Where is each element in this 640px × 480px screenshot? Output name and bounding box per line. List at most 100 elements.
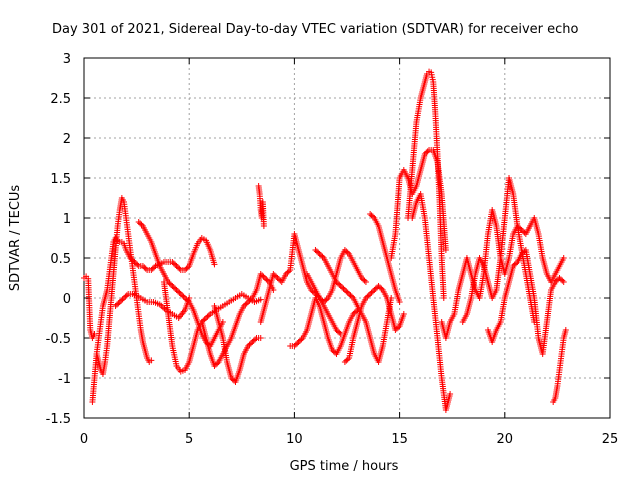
data-point [270, 271, 277, 277]
data-point [151, 264, 158, 271]
data-point [212, 361, 219, 368]
data-point [184, 264, 191, 271]
grid-lines [84, 58, 610, 418]
data-point [369, 288, 376, 295]
chart-title: Day 301 of 2021, Sidereal Day-to-day VTE… [52, 22, 579, 37]
series-arc-21 [484, 247, 567, 357]
data-point [179, 292, 186, 299]
data-point [333, 327, 340, 333]
data-point [123, 292, 130, 299]
data-point [343, 357, 350, 364]
y-tick-label: 3 [63, 52, 71, 67]
data-point [341, 287, 348, 293]
data-point [341, 247, 348, 253]
data-point [291, 343, 298, 349]
data-point [204, 313, 211, 320]
data-point [316, 295, 323, 301]
y-axis-tick-labels: -1.5 -1 -0.5 0 0.5 1 1.5 2 2.5 3 [46, 52, 71, 427]
data-point [510, 263, 517, 269]
x-tick-label: 10 [286, 432, 303, 447]
data-point [229, 376, 236, 383]
data-point [364, 293, 371, 300]
data-point [120, 295, 127, 301]
data-point [361, 277, 368, 284]
data-point [309, 288, 316, 295]
data-point [257, 296, 264, 303]
data-point [447, 391, 454, 397]
data-point [350, 311, 357, 317]
data-point [442, 247, 449, 253]
data-point [421, 151, 428, 157]
data-point [368, 289, 375, 296]
series-arc-12 [304, 247, 369, 305]
data-point [261, 275, 268, 281]
data-point [113, 301, 120, 308]
y-tick-label: -1 [58, 372, 71, 387]
y-tick-label: 1.5 [50, 172, 71, 187]
y-tick-label: 0 [63, 292, 71, 307]
data-point [336, 329, 343, 336]
data-point [112, 303, 119, 309]
data-point [292, 341, 299, 348]
series-arc-1 [81, 273, 98, 341]
data-point [118, 297, 125, 304]
data-point [246, 297, 253, 304]
data-point [180, 293, 187, 300]
data-point [247, 296, 254, 303]
data-point [313, 248, 320, 255]
data-point [351, 309, 358, 316]
data-point [298, 336, 305, 343]
data-point [177, 291, 184, 297]
data-point [556, 275, 563, 281]
data-point [344, 289, 351, 296]
data-point [260, 273, 267, 280]
data-point [557, 276, 564, 283]
data-point [200, 317, 207, 324]
data-point [322, 297, 329, 304]
series-arc-18 [409, 191, 454, 413]
data-point [552, 279, 559, 285]
data-point [148, 357, 155, 364]
data-point [172, 285, 179, 292]
data-point [169, 283, 176, 289]
data-point [297, 337, 304, 344]
data-point [211, 261, 218, 268]
data-point [174, 288, 181, 295]
data-point [440, 295, 447, 301]
data-point [214, 360, 221, 367]
data-point [275, 276, 282, 283]
series-arc-6 [160, 279, 264, 375]
data-point [334, 328, 341, 335]
data-point [513, 260, 520, 267]
data-point [323, 296, 330, 303]
data-point [362, 295, 369, 301]
data-point [371, 287, 378, 293]
data-point [127, 255, 134, 261]
series-arc-15 [367, 211, 403, 305]
data-point [250, 337, 257, 344]
data-point [149, 265, 156, 272]
data-point [205, 312, 212, 319]
data-point [376, 284, 383, 291]
data-point [240, 303, 247, 309]
series-arc-8 [211, 303, 264, 385]
series-arc-20 [459, 175, 538, 325]
data-point [138, 221, 145, 228]
data-point [211, 363, 218, 369]
data-point [170, 284, 177, 291]
data-point [246, 341, 253, 348]
data-point [334, 280, 341, 287]
data-point [257, 335, 264, 341]
data-point [337, 283, 344, 289]
data-point [318, 296, 325, 303]
series-arc-5 [135, 219, 226, 349]
data-point [520, 228, 527, 235]
data-point [395, 324, 402, 331]
data-point [316, 251, 323, 257]
axis-ticks [83, 57, 611, 419]
data-point [372, 285, 379, 292]
series-arc-11 [287, 295, 361, 357]
y-tick-label: 2.5 [50, 92, 71, 107]
series-arc-3 [93, 195, 155, 377]
